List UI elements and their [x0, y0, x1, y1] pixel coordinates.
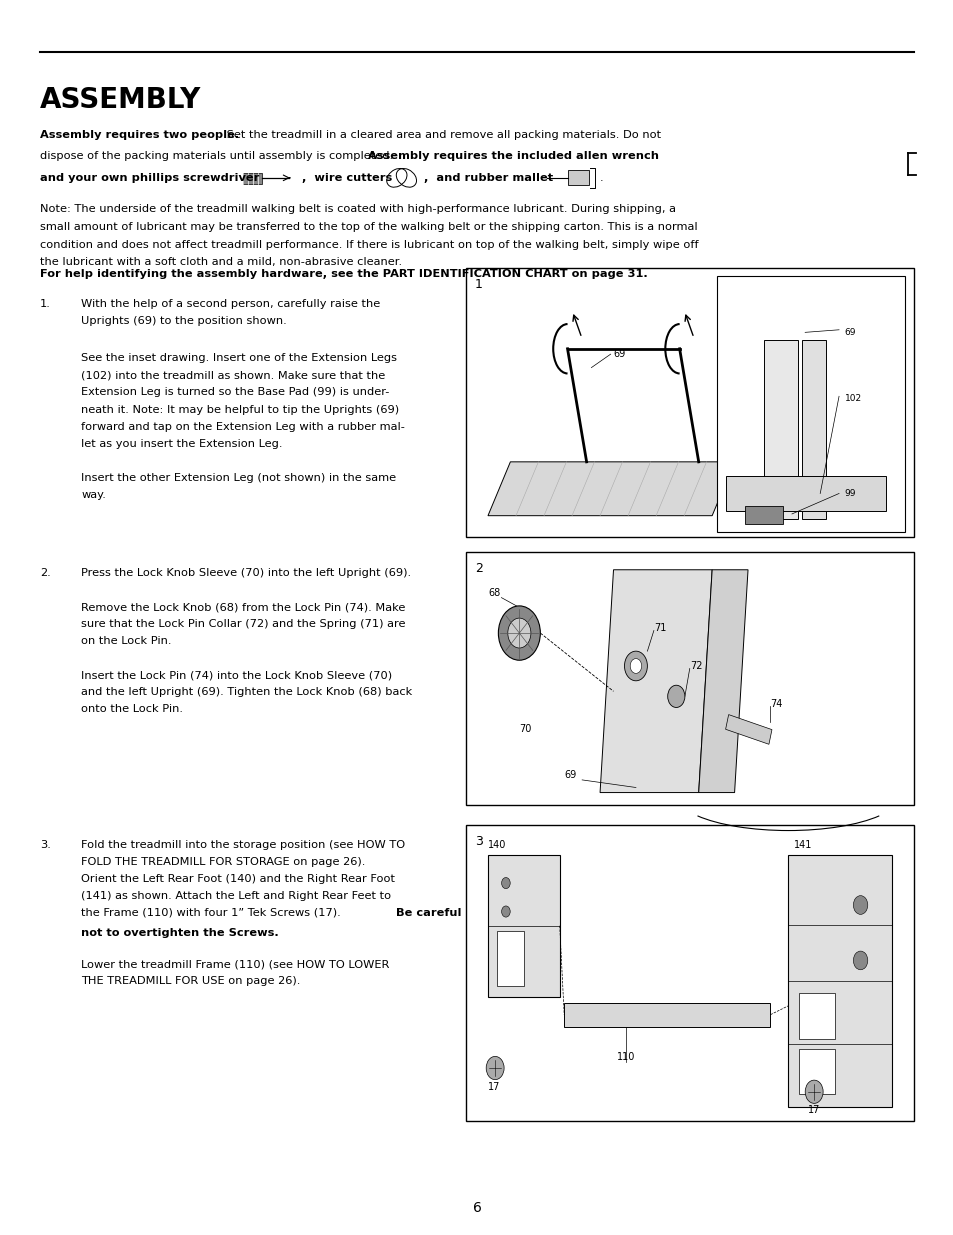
Text: ,  wire cutters: , wire cutters — [297, 173, 392, 183]
Text: Insert the other Extension Leg (not shown) in the same: Insert the other Extension Leg (not show… — [81, 473, 395, 483]
Text: ,  and rubber mallet: , and rubber mallet — [419, 173, 553, 183]
Text: 2: 2 — [475, 562, 482, 576]
Text: let as you insert the Extension Leg.: let as you insert the Extension Leg. — [81, 438, 282, 448]
Bar — [563, 1003, 770, 1026]
Circle shape — [507, 619, 530, 648]
Text: 69: 69 — [613, 350, 625, 359]
Circle shape — [853, 951, 867, 969]
Text: dispose of the packing materials until assembly is completed.: dispose of the packing materials until a… — [40, 151, 396, 161]
Bar — [716, 277, 904, 532]
Text: FOLD THE TREADMILL FOR STORAGE on page 26).: FOLD THE TREADMILL FOR STORAGE on page 2… — [81, 857, 365, 867]
Bar — [465, 825, 913, 1121]
Text: the Frame (110) with four 1” Tek Screws (17).: the Frame (110) with four 1” Tek Screws … — [81, 908, 344, 918]
Circle shape — [624, 651, 647, 680]
Text: 3: 3 — [475, 835, 482, 848]
Text: on the Lock Pin.: on the Lock Pin. — [81, 636, 172, 646]
Text: (102) into the treadmill as shown. Make sure that the: (102) into the treadmill as shown. Make … — [81, 370, 385, 380]
Text: neath it. Note: It may be helpful to tip the Uprights (69): neath it. Note: It may be helpful to tip… — [81, 405, 398, 415]
Bar — [465, 268, 913, 537]
Bar — [787, 855, 890, 1107]
Circle shape — [497, 606, 539, 661]
Text: 74: 74 — [770, 699, 782, 709]
Text: Assembly requires the included allen wrench: Assembly requires the included allen wre… — [368, 151, 659, 161]
Text: 3.: 3. — [40, 840, 51, 850]
Text: For help identifying the assembly hardware, see the PART IDENTIFICATION CHART on: For help identifying the assembly hardwa… — [40, 269, 647, 279]
Circle shape — [501, 906, 510, 918]
Text: 17: 17 — [807, 1105, 820, 1115]
Text: onto the Lock Pin.: onto the Lock Pin. — [81, 704, 183, 714]
Text: 140: 140 — [487, 840, 506, 850]
Text: 141: 141 — [793, 840, 811, 850]
Text: Lower the treadmill Frame (110) (see HOW TO LOWER: Lower the treadmill Frame (110) (see HOW… — [81, 960, 389, 969]
Bar — [763, 340, 797, 519]
Bar — [567, 170, 588, 185]
Text: 69: 69 — [563, 769, 576, 781]
Text: 102: 102 — [843, 394, 861, 404]
Text: Insert the Lock Pin (74) into the Lock Knob Sleeve (70): Insert the Lock Pin (74) into the Lock K… — [81, 671, 392, 680]
Text: way.: way. — [81, 490, 106, 500]
Text: Uprights (69) to the position shown.: Uprights (69) to the position shown. — [81, 316, 287, 326]
Bar — [465, 552, 913, 805]
Text: 70: 70 — [518, 724, 531, 735]
Text: Orient the Left Rear Foot (140) and the Right Rear Foot: Orient the Left Rear Foot (140) and the … — [81, 874, 395, 884]
Text: 71: 71 — [653, 622, 665, 634]
Text: and your own phillips screwdriver: and your own phillips screwdriver — [40, 173, 259, 183]
Text: 68: 68 — [487, 588, 499, 598]
Circle shape — [804, 1081, 822, 1103]
Text: Extension Leg is turned so the Base Pad (99) is under-: Extension Leg is turned so the Base Pad … — [81, 388, 389, 398]
Text: 1.: 1. — [40, 299, 51, 309]
Text: 6: 6 — [472, 1200, 481, 1215]
Text: the lubricant with a soft cloth and a mild, non-abrasive cleaner.: the lubricant with a soft cloth and a mi… — [40, 258, 402, 268]
Text: See the inset drawing. Insert one of the Extension Legs: See the inset drawing. Insert one of the… — [81, 353, 396, 363]
Text: 99: 99 — [843, 489, 855, 498]
Text: 2.: 2. — [40, 568, 51, 578]
Text: 17: 17 — [487, 1082, 499, 1092]
Bar — [801, 340, 825, 519]
Text: condition and does not affect treadmill performance. If there is lubricant on to: condition and does not affect treadmill … — [40, 240, 698, 249]
Text: not to overtighten the Screws.: not to overtighten the Screws. — [81, 929, 278, 939]
Circle shape — [667, 685, 684, 708]
Text: Set the treadmill in a cleared area and remove all packing materials. Do not: Set the treadmill in a cleared area and … — [223, 130, 660, 140]
Circle shape — [486, 1056, 503, 1079]
Text: THE TREADMILL FOR USE on page 26).: THE TREADMILL FOR USE on page 26). — [81, 976, 300, 986]
Text: Be careful: Be careful — [395, 908, 461, 918]
Text: Fold the treadmill into the storage position (see HOW TO: Fold the treadmill into the storage posi… — [81, 840, 405, 850]
Circle shape — [853, 895, 867, 914]
Polygon shape — [599, 569, 711, 793]
Text: (141) as shown. Attach the Left and Right Rear Feet to: (141) as shown. Attach the Left and Righ… — [81, 890, 391, 900]
Text: Assembly requires two people.: Assembly requires two people. — [40, 130, 239, 140]
Text: 69: 69 — [843, 327, 855, 337]
Text: and the left Upright (69). Tighten the Lock Knob (68) back: and the left Upright (69). Tighten the L… — [81, 688, 412, 698]
Circle shape — [501, 878, 510, 889]
Text: Remove the Lock Knob (68) from the Lock Pin (74). Make: Remove the Lock Knob (68) from the Lock … — [81, 603, 405, 613]
Bar — [725, 475, 885, 511]
Polygon shape — [698, 569, 747, 793]
Text: 110: 110 — [617, 1052, 635, 1062]
Text: 72: 72 — [689, 661, 701, 671]
Bar — [497, 931, 523, 986]
Bar — [487, 855, 559, 997]
Text: forward and tap on the Extension Leg with a rubber mal-: forward and tap on the Extension Leg wit… — [81, 421, 404, 431]
Text: With the help of a second person, carefully raise the: With the help of a second person, carefu… — [81, 299, 380, 309]
Bar — [798, 1049, 834, 1094]
Polygon shape — [487, 462, 734, 516]
Text: Note: The underside of the treadmill walking belt is coated with high-performanc: Note: The underside of the treadmill wal… — [40, 204, 676, 214]
Text: small amount of lubricant may be transferred to the top of the walking belt or t: small amount of lubricant may be transfe… — [40, 222, 697, 232]
Text: 1: 1 — [475, 278, 482, 291]
Bar — [798, 993, 834, 1039]
Text: .: . — [599, 173, 603, 183]
Circle shape — [630, 658, 641, 673]
Text: sure that the Lock Pin Collar (72) and the Spring (71) are: sure that the Lock Pin Collar (72) and t… — [81, 619, 405, 629]
Text: Press the Lock Knob Sleeve (70) into the left Upright (69).: Press the Lock Knob Sleeve (70) into the… — [81, 568, 411, 578]
Text: ASSEMBLY: ASSEMBLY — [40, 86, 201, 115]
Bar — [744, 506, 781, 524]
Bar — [725, 715, 771, 745]
Bar — [243, 173, 262, 184]
